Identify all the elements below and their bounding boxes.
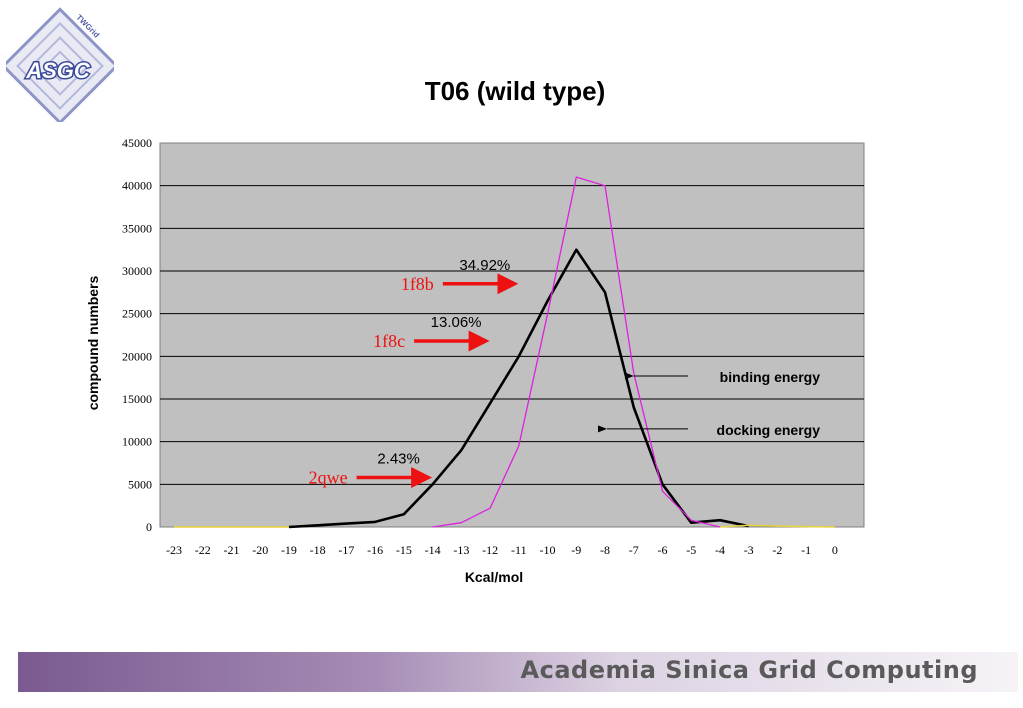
legend-callout-label: binding energy [720,369,821,385]
annotation-label: 2qwe [309,468,348,488]
footer-bar: Academia Sinica Grid Computing [18,652,1018,692]
asgc-logo: ASGC TWGrid [1,4,119,125]
x-tick-label: -16 [367,543,383,557]
x-tick-label: -19 [281,543,297,557]
y-tick-label: 15000 [122,392,152,406]
x-axis-label: Kcal/mol [465,569,523,585]
footer-text: Academia Sinica Grid Computing [520,656,978,684]
annotation-percent: 2.43% [377,451,420,468]
annotation-percent: 34.92% [459,257,510,274]
x-tick-label: -2 [772,543,782,557]
x-tick-label: 0 [832,543,838,557]
y-tick-label: 5000 [128,477,152,491]
x-tick-label: -6 [657,543,667,557]
x-tick-label: -12 [482,543,498,557]
y-tick-label: 0 [146,520,152,534]
y-axis-label: compound numbers [85,276,101,411]
x-tick-label: -17 [338,543,354,557]
x-tick-label: -21 [223,543,239,557]
x-tick-label: -20 [252,543,268,557]
x-tick-label: -13 [453,543,469,557]
y-tick-label: 30000 [122,264,152,278]
annotation-label: 1f8b [401,274,434,294]
x-tick-label: -5 [686,543,696,557]
annotation-percent: 13.06% [431,314,482,331]
legend-callout-label: docking energy [717,422,821,438]
x-tick-label: -15 [396,543,412,557]
y-tick-label: 40000 [122,179,152,193]
y-tick-label: 20000 [122,349,152,363]
x-tick-label: -3 [744,543,754,557]
x-tick-label: -23 [166,543,182,557]
y-tick-label: 10000 [122,435,152,449]
y-tick-label: 45000 [122,136,152,150]
x-tick-label: -10 [540,543,556,557]
x-tick-label: -18 [310,543,326,557]
x-tick-label: -14 [425,543,441,557]
x-tick-label: -9 [571,543,581,557]
x-tick-label: -22 [195,543,211,557]
series-line-series-2 [719,524,835,528]
logo-text: ASGC [25,58,91,83]
x-tick-label: -4 [715,543,725,557]
y-tick-label: 35000 [122,221,152,235]
y-tick-label: 25000 [122,307,152,321]
plot-area [159,142,865,528]
x-tick-label: -11 [511,543,527,557]
slide-title: T06 (wild type) [424,76,606,106]
series-line-docking-energy [288,248,749,529]
annotation-label: 1f8c [373,331,405,351]
x-tick-label: -7 [629,543,639,557]
x-tick-label: -8 [600,543,610,557]
x-tick-label: -1 [801,543,811,557]
series-line-binding-energy [432,176,721,528]
